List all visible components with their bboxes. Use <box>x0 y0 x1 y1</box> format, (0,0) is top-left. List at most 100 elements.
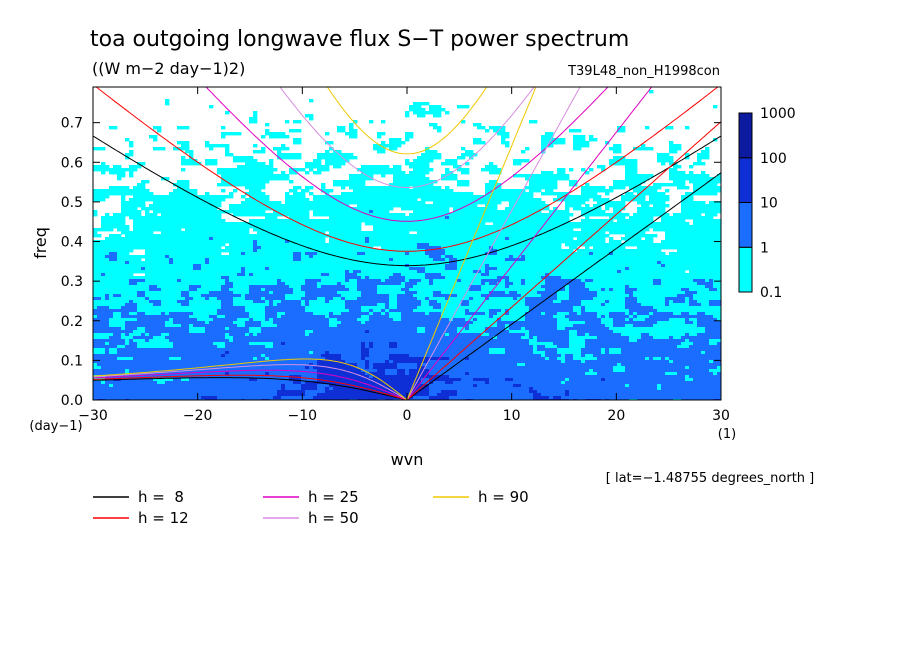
power-cell <box>185 195 190 199</box>
power-cell <box>125 261 130 265</box>
power-cell <box>401 219 406 223</box>
power-cell <box>533 180 538 184</box>
power-cell <box>473 243 478 247</box>
power-cell <box>429 123 434 127</box>
power-cell <box>361 207 366 211</box>
power-cell <box>301 192 306 196</box>
power-cell <box>333 261 338 265</box>
power-cell <box>637 234 642 238</box>
power-cell <box>489 171 494 175</box>
power-cell <box>253 165 258 169</box>
power-cell <box>317 243 322 247</box>
power-cell <box>661 156 666 160</box>
power-cell <box>193 252 198 256</box>
power-cell <box>449 162 454 166</box>
power-cell <box>425 186 430 190</box>
power-cell <box>397 252 402 256</box>
power-cell <box>317 267 322 271</box>
power-cell <box>717 210 721 214</box>
power-cell <box>605 219 610 223</box>
power-cell <box>469 252 474 256</box>
power-cell <box>601 264 606 268</box>
power-cell <box>581 222 586 226</box>
power-cell <box>141 201 146 205</box>
power-cell <box>437 195 442 199</box>
power-cell <box>181 237 186 241</box>
power-cell <box>361 201 366 205</box>
power-cell <box>557 177 562 181</box>
power-cell <box>153 249 158 253</box>
power-cell <box>593 189 598 193</box>
power-cell <box>449 258 454 262</box>
power-cell <box>481 240 486 244</box>
power-cell <box>293 231 298 235</box>
power-cell <box>249 186 254 190</box>
power-cell <box>581 198 586 202</box>
power-cell <box>105 240 110 244</box>
power-cell <box>325 219 330 223</box>
power-cell <box>585 243 590 247</box>
power-cell <box>521 270 526 274</box>
power-cell <box>141 219 146 223</box>
power-cell <box>289 219 294 223</box>
power-cell <box>649 186 654 190</box>
power-cell <box>549 135 554 139</box>
power-cell <box>417 210 422 214</box>
power-cell <box>365 270 370 274</box>
power-cell <box>665 246 670 250</box>
power-cell <box>133 231 138 235</box>
power-cell <box>681 177 686 181</box>
power-cell <box>197 252 202 256</box>
power-cell <box>517 243 522 247</box>
power-cell <box>381 213 386 217</box>
power-cell <box>281 240 286 244</box>
power-cell <box>169 195 174 199</box>
power-cell <box>145 192 150 196</box>
power-cell <box>181 216 186 220</box>
power-cell <box>641 249 646 253</box>
power-cell <box>485 267 490 271</box>
power-cell <box>589 195 594 199</box>
power-cell <box>141 261 146 265</box>
power-cell <box>641 177 646 181</box>
power-cell <box>253 180 258 184</box>
power-cell <box>209 240 214 244</box>
power-cell <box>493 210 498 214</box>
power-cell <box>297 198 302 202</box>
power-cell <box>669 231 674 235</box>
power-cell <box>673 150 678 154</box>
power-cell <box>245 267 250 271</box>
power-cell <box>261 258 266 262</box>
power-cell <box>213 210 218 214</box>
power-cell <box>185 201 190 205</box>
power-cell <box>273 213 278 217</box>
power-cell <box>609 258 614 262</box>
power-cell <box>177 234 182 238</box>
power-cell <box>485 186 490 190</box>
power-cell <box>117 261 122 265</box>
power-cell <box>589 234 594 238</box>
power-cell <box>401 216 406 220</box>
power-cell <box>709 204 714 208</box>
power-cell <box>437 237 442 241</box>
power-cell <box>297 267 302 271</box>
power-cell <box>525 246 530 250</box>
power-cell <box>677 249 682 253</box>
power-cell <box>553 183 558 187</box>
power-cell <box>485 225 490 229</box>
power-cell <box>337 231 342 235</box>
power-cell <box>393 240 398 244</box>
power-cell <box>341 228 346 232</box>
power-cell <box>165 252 170 256</box>
power-cell <box>125 249 130 253</box>
power-cell <box>701 228 706 232</box>
power-cell <box>209 162 214 166</box>
power-cell <box>101 222 106 226</box>
power-cell <box>717 207 721 211</box>
power-cell <box>645 174 650 178</box>
power-cell <box>425 234 430 238</box>
power-cell <box>277 252 282 256</box>
power-cell <box>669 234 674 238</box>
power-cell <box>341 201 346 205</box>
power-cell <box>465 171 470 175</box>
